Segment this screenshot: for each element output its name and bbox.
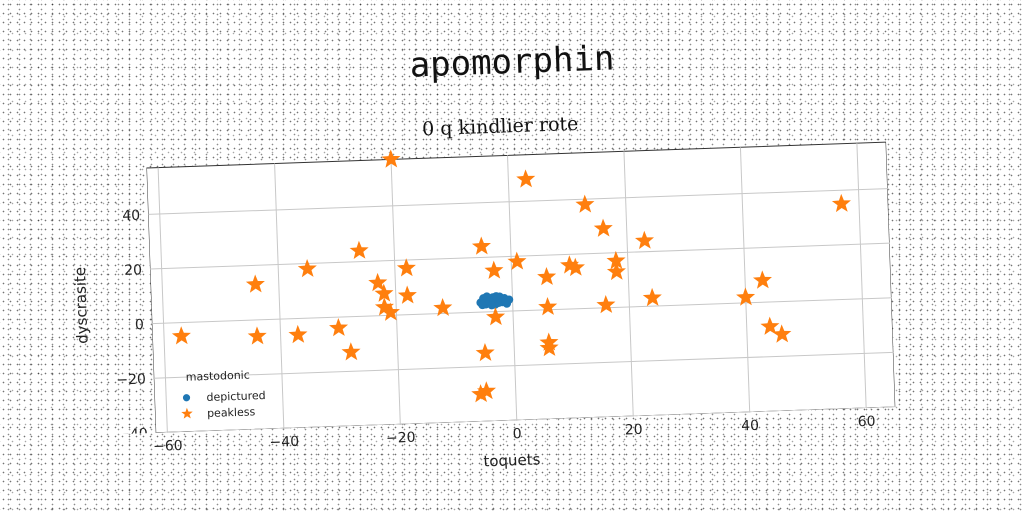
data-point-peakless <box>634 230 654 250</box>
x-tick-label: 60 <box>857 414 875 431</box>
y-tick-labels: −40 −20 0 20 40 <box>116 208 148 436</box>
data-point-peakless <box>471 236 491 255</box>
x-grid-line <box>856 143 867 409</box>
data-point-peakless <box>606 261 626 281</box>
chart-title: 0 q kindlier rote <box>422 113 579 140</box>
data-point-peakless <box>642 287 662 307</box>
data-point-peakless <box>516 169 536 188</box>
data-point-depictured <box>491 292 501 301</box>
data-point-peakless <box>374 283 394 302</box>
x-axis-label: toquets <box>483 450 541 470</box>
data-point-peakless <box>368 272 388 292</box>
legend: mastodonic depictured peakless <box>181 369 266 420</box>
data-point-peakless <box>471 384 491 403</box>
x-grid-line <box>623 151 634 417</box>
x-axis-svg: −60 −40 −20 0 20 40 60 toquets <box>153 414 876 471</box>
x-grid-line <box>507 155 518 421</box>
data-point-peakless <box>396 258 416 277</box>
data-point-peakless <box>831 193 851 213</box>
x-grid-line <box>390 159 401 425</box>
data-point-peakless <box>772 324 792 343</box>
scatter-chart: 0 q kindlier rote mastodonic depictured … <box>71 92 896 470</box>
data-point-peakless <box>329 318 349 337</box>
data-point-depictured <box>501 296 510 306</box>
legend-title: mastodonic <box>186 369 250 384</box>
data-point-peakless <box>537 267 557 286</box>
data-point-peakless <box>760 316 780 335</box>
data-point-peakless <box>593 218 613 237</box>
data-point-peakless <box>381 149 401 168</box>
data-point-peakless <box>575 194 595 213</box>
data-point-peakless <box>752 270 772 289</box>
x-tick-label: 40 <box>741 418 759 435</box>
y-axis-svg: −40 −20 0 20 40 dyscrasite <box>71 208 148 436</box>
data-point-peakless <box>380 302 400 321</box>
data-point-peakless <box>565 257 585 277</box>
data-point-peakless <box>171 326 191 345</box>
y-grid-line <box>149 242 890 270</box>
x-tick-label: −60 <box>153 438 183 455</box>
legend-marker-peakless <box>181 407 193 419</box>
y-tick-label: −40 <box>118 426 148 436</box>
legend-label-peakless: peakless <box>207 405 256 420</box>
x-tick-label: 20 <box>625 422 643 439</box>
y-grid-line <box>148 188 888 215</box>
data-point-peakless <box>596 295 616 314</box>
data-point-peakless <box>484 260 504 279</box>
data-point-peakless <box>288 324 308 344</box>
data-point-peakless <box>245 274 265 293</box>
data-point-depictured <box>482 292 491 301</box>
data-point-peakless <box>539 338 559 357</box>
legend-label-depictured: depictured <box>206 389 266 404</box>
y-tick-label: 0 <box>135 317 144 333</box>
y-grid-line <box>153 351 894 379</box>
x-grid-line <box>274 163 285 429</box>
data-point-depictured <box>478 300 487 310</box>
grid-lines <box>148 143 896 433</box>
data-point-peakless <box>349 240 369 260</box>
data-point-peakless <box>736 287 756 306</box>
data-point-peakless <box>606 250 626 270</box>
data-point-peakless <box>475 342 495 362</box>
legend-marker-depictured <box>182 394 191 402</box>
x-tick-labels: −60 −40 −20 0 20 40 60 <box>153 414 876 455</box>
y-grid-line <box>151 297 892 325</box>
series-layer <box>171 149 851 403</box>
data-point-peakless <box>297 258 317 278</box>
data-point-peakless <box>433 297 453 317</box>
data-point-peakless <box>486 307 506 326</box>
y-tick-label: 40 <box>122 208 140 225</box>
y-tick-label: 20 <box>124 262 142 279</box>
data-point-peakless <box>538 297 558 316</box>
y-tick-label: −20 <box>116 371 146 388</box>
figure-title: apomorphin <box>409 38 615 86</box>
data-point-peakless <box>247 326 267 345</box>
x-grid-line <box>157 167 168 433</box>
data-point-peakless <box>476 381 496 400</box>
data-point-peakless <box>507 251 527 270</box>
data-point-peakless <box>397 285 417 304</box>
x-tick-label: −40 <box>269 434 299 451</box>
y-grid-line <box>155 406 896 433</box>
x-tick-label: −20 <box>386 430 416 447</box>
x-tick-label: 0 <box>513 426 522 442</box>
data-point-depictured <box>487 300 496 310</box>
x-grid-line <box>739 147 751 413</box>
data-point-peakless <box>341 342 361 361</box>
chart-svg: 0 q kindlier rote mastodonic depictured … <box>144 113 896 433</box>
y-axis-label: dyscrasite <box>71 267 92 345</box>
